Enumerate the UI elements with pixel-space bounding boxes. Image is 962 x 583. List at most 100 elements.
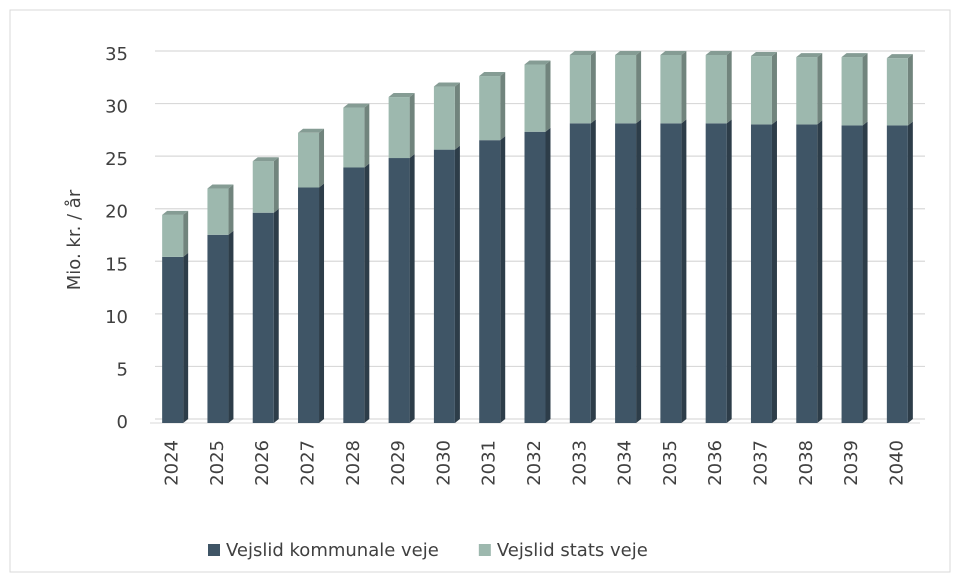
x-tick-label: 2025 bbox=[207, 440, 228, 486]
bar bbox=[750, 56, 772, 125]
x-tick-label: 2031 bbox=[479, 440, 500, 486]
bar-top bbox=[388, 93, 415, 98]
y-tick-label: 25 bbox=[105, 149, 128, 170]
bar bbox=[388, 97, 410, 159]
x-tick-label: 2028 bbox=[343, 440, 364, 486]
bar bbox=[796, 57, 818, 125]
bar-side bbox=[409, 93, 415, 159]
bar-top bbox=[569, 51, 596, 55]
bar-side bbox=[545, 127, 551, 424]
x-tick-label: 2035 bbox=[660, 440, 681, 486]
bar-side bbox=[726, 119, 732, 423]
bar bbox=[388, 158, 410, 424]
bar bbox=[841, 125, 863, 424]
bar bbox=[750, 124, 772, 423]
bar bbox=[615, 123, 637, 423]
bar-side bbox=[454, 145, 460, 423]
bar bbox=[886, 58, 908, 126]
bar bbox=[841, 57, 863, 126]
bar-top bbox=[841, 53, 868, 58]
bar-side bbox=[771, 52, 777, 125]
bar bbox=[162, 256, 184, 423]
bar-top bbox=[660, 51, 687, 55]
bar bbox=[569, 55, 591, 124]
bar-top bbox=[886, 54, 913, 59]
x-tick-label: 2029 bbox=[388, 440, 409, 486]
x-tick-label: 2032 bbox=[524, 440, 545, 486]
legend-label: Vejslid stats veje bbox=[497, 540, 648, 561]
bar-top bbox=[796, 53, 823, 58]
x-tick-label: 2027 bbox=[298, 440, 319, 486]
bar-top bbox=[524, 60, 551, 65]
bar bbox=[524, 64, 546, 132]
bar-side bbox=[681, 51, 687, 124]
bar bbox=[479, 76, 501, 141]
bar bbox=[207, 234, 229, 423]
bar bbox=[207, 188, 229, 235]
bar-side bbox=[319, 128, 325, 188]
x-tick-label: 2039 bbox=[841, 440, 862, 486]
bar-top bbox=[705, 51, 732, 55]
bar-side bbox=[500, 72, 506, 141]
bar-top bbox=[252, 157, 279, 162]
legend-label: Vejslid kommunale veje bbox=[226, 540, 439, 561]
bar bbox=[479, 140, 501, 423]
bar bbox=[524, 131, 546, 424]
bar-side bbox=[681, 119, 687, 423]
bar bbox=[343, 167, 365, 423]
bar-side bbox=[409, 154, 415, 424]
y-tick-label: 20 bbox=[105, 202, 128, 223]
y-tick-label: 5 bbox=[117, 359, 128, 380]
bar bbox=[615, 55, 637, 124]
bar-top bbox=[479, 72, 506, 77]
bar-side bbox=[862, 121, 868, 424]
bar-side bbox=[500, 136, 506, 423]
bar bbox=[660, 55, 682, 124]
bar-top bbox=[433, 82, 460, 87]
bar-top bbox=[298, 128, 325, 133]
bar-top bbox=[343, 103, 370, 108]
y-tick-label: 35 bbox=[105, 44, 128, 65]
bar-side bbox=[726, 51, 732, 124]
bar-side bbox=[862, 53, 868, 126]
x-tick-label: 2036 bbox=[705, 440, 726, 486]
bar-top bbox=[750, 52, 777, 57]
y-tick-label: 15 bbox=[105, 254, 128, 275]
bar bbox=[343, 107, 365, 168]
x-tick-label: 2040 bbox=[886, 440, 907, 486]
bar-side bbox=[273, 208, 279, 423]
y-tick-label: 30 bbox=[105, 97, 128, 118]
bar bbox=[660, 123, 682, 423]
x-tick-label: 2037 bbox=[750, 440, 771, 486]
bar-side bbox=[636, 51, 642, 124]
y-tick-label: 10 bbox=[105, 307, 128, 328]
bar bbox=[298, 132, 320, 188]
bar-side bbox=[907, 54, 913, 126]
bar bbox=[569, 123, 591, 423]
legend-swatch bbox=[478, 544, 491, 556]
bar-side bbox=[590, 51, 596, 124]
bar-top bbox=[207, 184, 234, 189]
bar bbox=[433, 149, 455, 423]
bar bbox=[886, 125, 908, 424]
bar bbox=[705, 123, 727, 423]
bar-side bbox=[817, 120, 823, 423]
y-tick-label: 0 bbox=[117, 412, 128, 433]
bar-side bbox=[228, 184, 234, 235]
legend-swatch bbox=[208, 544, 220, 556]
bar bbox=[298, 187, 320, 423]
x-tick-label: 2030 bbox=[433, 440, 454, 486]
bar-side bbox=[183, 252, 189, 423]
bar bbox=[796, 124, 818, 423]
bar-side bbox=[636, 119, 642, 423]
x-tick-label: 2038 bbox=[796, 440, 817, 486]
bar-side bbox=[590, 119, 596, 423]
bar-side bbox=[817, 53, 823, 125]
bar-side bbox=[273, 157, 279, 213]
bar bbox=[162, 214, 184, 257]
bar-side bbox=[907, 121, 913, 424]
bar-side bbox=[545, 60, 551, 132]
bar-top bbox=[615, 51, 642, 55]
bar-side bbox=[771, 120, 777, 423]
